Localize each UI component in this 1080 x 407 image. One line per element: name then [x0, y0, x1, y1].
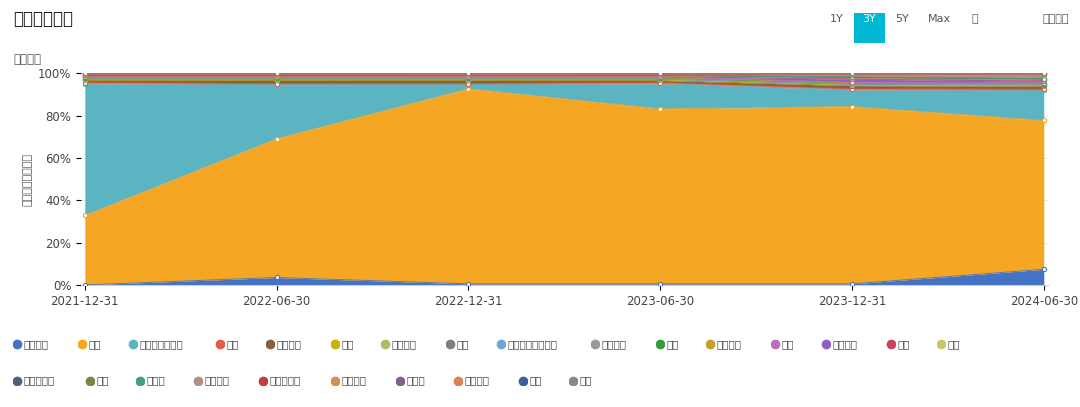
- Text: 银行: 银行: [947, 339, 960, 349]
- Text: 传媒: 传媒: [580, 376, 592, 385]
- Text: 医药: 医药: [897, 339, 909, 349]
- Text: 食品饮料: 食品饮料: [341, 376, 366, 385]
- Text: 消费者服务: 消费者服务: [269, 376, 300, 385]
- Text: 查看数据: 查看数据: [1042, 14, 1069, 24]
- Text: 电子: 电子: [529, 376, 542, 385]
- Text: 日: 日: [972, 14, 978, 24]
- Text: 计算机: 计算机: [147, 376, 165, 385]
- Text: 非银行金融: 非银行金融: [24, 376, 55, 385]
- Text: 3Y: 3Y: [863, 14, 876, 24]
- Text: 纺织服装: 纺织服装: [833, 339, 858, 349]
- Text: 电力及公用事业: 电力及公用事业: [139, 339, 183, 349]
- Text: 通信: 通信: [96, 376, 109, 385]
- Text: 基础化工: 基础化工: [276, 339, 301, 349]
- Y-axis label: 占股票投资市值比: 占股票投资市值比: [23, 153, 32, 206]
- Text: Max: Max: [928, 14, 951, 24]
- Text: 机械: 机械: [457, 339, 470, 349]
- Text: 商贸零售: 商贸零售: [717, 339, 742, 349]
- Text: 家电: 家电: [782, 339, 795, 349]
- Text: 房地产: 房地产: [406, 376, 426, 385]
- Text: 交通运输: 交通运输: [464, 376, 489, 385]
- Text: 电力设备及新能源: 电力设备及新能源: [508, 339, 557, 349]
- Text: 行业配置变化: 行业配置变化: [13, 10, 73, 28]
- Text: 有色金属: 有色金属: [204, 376, 229, 385]
- Text: 轻工制造: 轻工制造: [392, 339, 417, 349]
- Text: 汽车: 汽车: [666, 339, 679, 349]
- Text: 建筑: 建筑: [341, 339, 354, 349]
- Text: 石油石化: 石油石化: [24, 339, 49, 349]
- Text: 行业占比: 行业占比: [13, 53, 41, 66]
- Text: 煤炭: 煤炭: [89, 339, 102, 349]
- Text: 5Y: 5Y: [895, 14, 908, 24]
- Text: 钢铁: 钢铁: [226, 339, 239, 349]
- Text: 国防军工: 国防军工: [602, 339, 626, 349]
- Text: 1Y: 1Y: [831, 14, 843, 24]
